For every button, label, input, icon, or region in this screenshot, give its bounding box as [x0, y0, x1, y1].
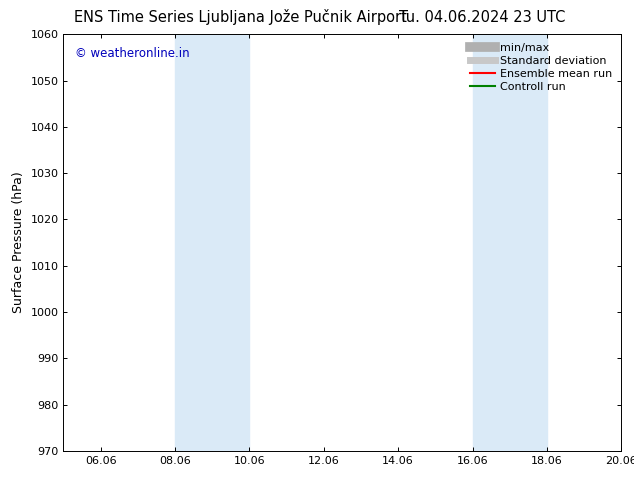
- Bar: [175, 34, 249, 451]
- Text: Tu. 04.06.2024 23 UTC: Tu. 04.06.2024 23 UTC: [399, 10, 565, 24]
- Legend: min/max, Standard deviation, Ensemble mean run, Controll run: min/max, Standard deviation, Ensemble me…: [467, 40, 616, 95]
- Text: © weatheronline.in: © weatheronline.in: [75, 47, 189, 60]
- Text: ENS Time Series Ljubljana Jože Pučnik Airport: ENS Time Series Ljubljana Jože Pučnik Ai…: [74, 9, 408, 25]
- Y-axis label: Surface Pressure (hPa): Surface Pressure (hPa): [12, 172, 25, 314]
- Bar: [472, 34, 547, 451]
